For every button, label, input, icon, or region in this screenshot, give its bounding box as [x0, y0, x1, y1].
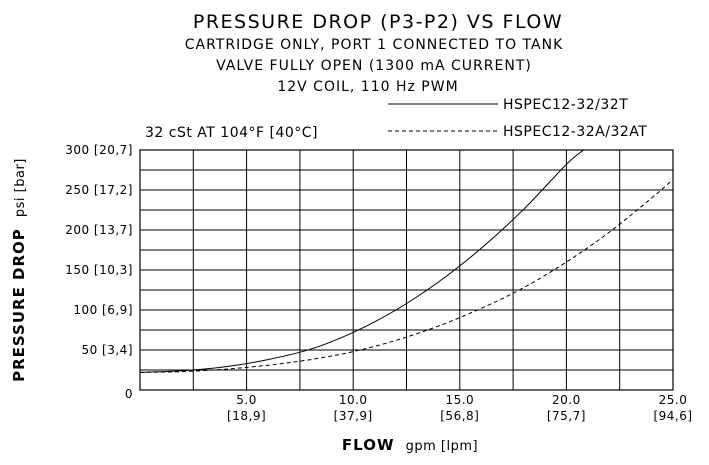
x-tick-label: 20.0 [552, 393, 581, 407]
series-line-1 [139, 149, 584, 373]
x-axis-title-main: FLOW [342, 436, 395, 454]
legend-label-series-1: HSPEC12-32/32T [503, 97, 628, 113]
series-line-2 [139, 179, 674, 373]
chart-subtitle-line-1: CARTRIDGE ONLY, PORT 1 CONNECTED TO TANK [185, 37, 564, 53]
y-tick-label: 0 [125, 387, 133, 401]
x-tick-label-metric: [18,9] [227, 409, 266, 423]
grid [140, 150, 673, 390]
y-axis-title-unit: psi [bar] [13, 158, 28, 217]
fluid-condition-note: 32 cSt AT 104°F [40°C] [145, 125, 318, 141]
x-axis-ticks: 5.0 [18,9] 10.0 [37,9] 15.0 [56,8] 20.0 [75,7] 2… [227, 393, 692, 423]
x-axis-title: FLOW gpm [lpm] [342, 435, 478, 454]
chart-title: PRESSURE DROP (P3-P2) VS FLOW [193, 11, 563, 33]
plot-frame [139, 149, 674, 391]
y-tick-label: 150 [10,3] [65, 263, 133, 277]
chart-subtitle-line-3: 12V COIL, 110 Hz PWM [277, 79, 458, 95]
x-axis-title-unit: gpm [lpm] [406, 439, 478, 454]
x-tick-label: 10.0 [339, 393, 368, 407]
x-tick-label: 25.0 [659, 393, 688, 407]
y-tick-label: 100 [6,9] [73, 303, 133, 317]
x-tick-label-metric: [37,9] [334, 409, 373, 423]
y-tick-label: 200 [13,7] [65, 223, 133, 237]
legend-label-series-2: HSPEC12-32A/32AT [503, 124, 647, 140]
y-axis-title: PRESSURE DROP psi [bar] [9, 158, 28, 382]
series-layer [139, 149, 674, 373]
svg-text:PRESSURE DROP psi [bar]: PRESSURE DROP psi [bar] [9, 158, 28, 382]
x-tick-label: 5.0 [236, 393, 257, 407]
y-tick-label: 50 [3,4] [81, 343, 133, 357]
y-tick-label: 250 [17,2] [65, 183, 133, 197]
x-tick-label: 15.0 [445, 393, 474, 407]
y-axis-ticks: 0 50 [3,4] 100 [6,9] 150 [10,3] 200 [13,7] 25… [65, 143, 133, 401]
x-tick-label-metric: [56,8] [440, 409, 479, 423]
y-axis-title-main: PRESSURE DROP [10, 228, 28, 382]
y-tick-label: 300 [20,7] [65, 143, 133, 157]
x-tick-label-metric: [75,7] [547, 409, 586, 423]
chart-subtitle-line-2: VALVE FULLY OPEN (1300 mA CURRENT) [216, 58, 532, 74]
x-tick-label-metric: [94,6] [653, 409, 692, 423]
